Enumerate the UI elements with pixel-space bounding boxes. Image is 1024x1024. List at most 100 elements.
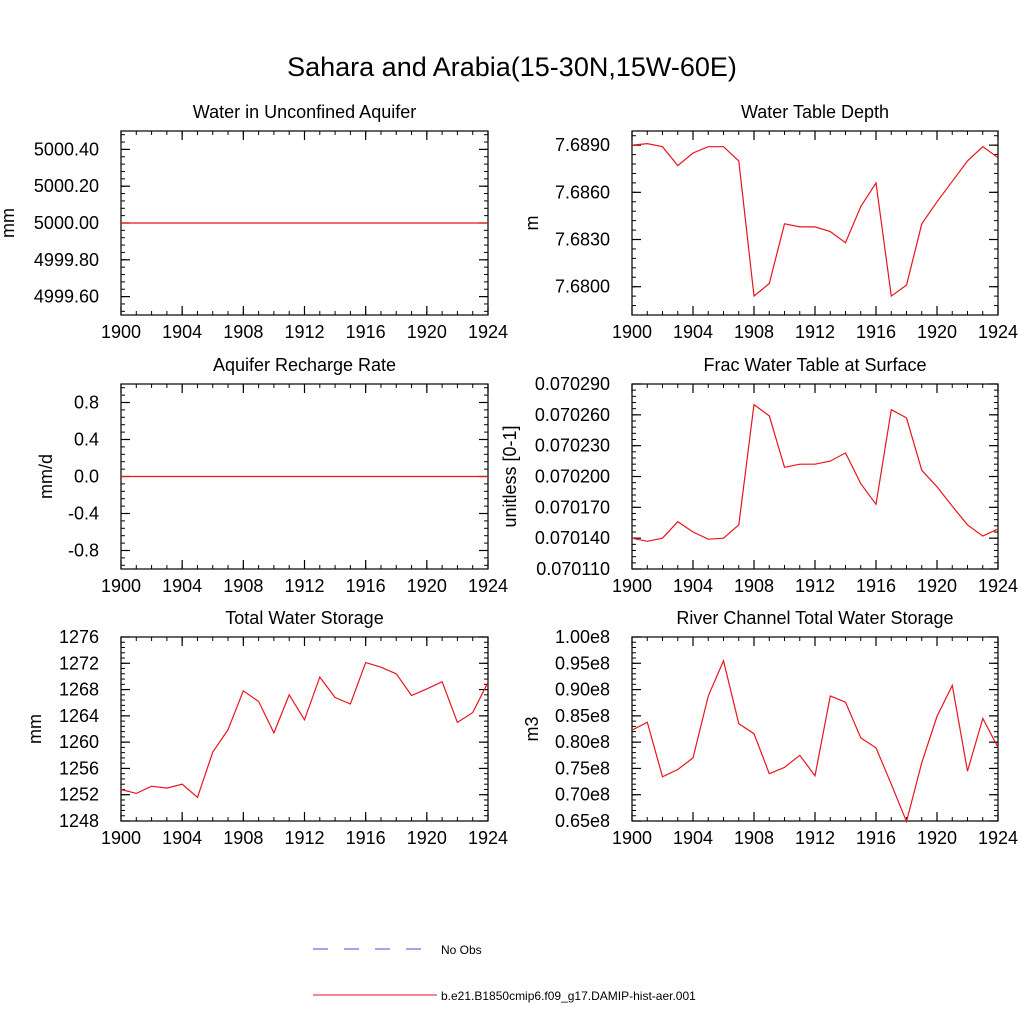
panel6-title: River Channel Total Water Storage bbox=[676, 608, 953, 628]
panel5-series-line bbox=[120, 661, 489, 799]
panel3-x-tick-label: 1924 bbox=[468, 576, 508, 596]
panel2-title: Water Table Depth bbox=[741, 102, 889, 122]
panel6-y-tick-label: 1.00e8 bbox=[555, 627, 610, 647]
panel6-y-tick-label: 0.95e8 bbox=[555, 653, 610, 673]
panel6-x-tick-label: 1916 bbox=[856, 828, 896, 848]
panel5-y-tick-label: 1252 bbox=[59, 785, 99, 805]
panel2-x-tick-label: 1920 bbox=[917, 322, 957, 342]
panel2-y-tick-label: 7.6830 bbox=[555, 230, 610, 250]
panel3-y-tick-label: -0.8 bbox=[68, 541, 99, 561]
panel4-x-tick-label: 1912 bbox=[795, 576, 835, 596]
panel6-x-tick-label: 1904 bbox=[673, 828, 713, 848]
panel2-y-tick-label: 7.6860 bbox=[555, 182, 610, 202]
panel4-x-tick-label: 1924 bbox=[978, 576, 1018, 596]
panel4-y-tick-label: 0.070110 bbox=[536, 559, 610, 579]
panel1-x-tick-label: 1900 bbox=[101, 322, 141, 342]
panel5-y-tick-label: 1264 bbox=[59, 706, 99, 726]
panel4-y-tick-label: 0.070230 bbox=[535, 436, 610, 456]
panel5-y-tick-label: 1272 bbox=[59, 653, 99, 673]
panel5-x-tick-label: 1904 bbox=[162, 828, 202, 848]
panel2-x-tick-label: 1900 bbox=[612, 322, 652, 342]
panel5-y-tick-label: 1276 bbox=[59, 627, 99, 647]
panel3-x-tick-label: 1900 bbox=[101, 576, 141, 596]
panel1-y-tick-label: 4999.80 bbox=[34, 250, 99, 270]
panel2-x-tick-label: 1908 bbox=[734, 322, 774, 342]
panel5-plot-frame bbox=[120, 636, 489, 822]
panel1-x-tick-label: 1920 bbox=[407, 322, 447, 342]
panel1-ylabel: mm bbox=[0, 208, 18, 238]
panel3-y-tick-label: -0.4 bbox=[68, 504, 99, 524]
panel2-x-tick-label: 1904 bbox=[673, 322, 713, 342]
panel4-y-tick-label: 0.070140 bbox=[535, 528, 610, 548]
panel1-title: Water in Unconfined Aquifer bbox=[193, 102, 416, 122]
legend-label-model: b.e21.B1850cmip6.f09_g17.DAMIP-hist-aer.… bbox=[441, 989, 696, 1003]
panel4-y-tick-label: 0.070170 bbox=[535, 497, 610, 517]
panel4-title: Frac Water Table at Surface bbox=[703, 355, 926, 375]
panel3-y-tick-label: 0.4 bbox=[74, 430, 99, 450]
panel6-series-line bbox=[631, 658, 999, 824]
panel5-y-tick-label: 1248 bbox=[59, 811, 99, 831]
panel5-x-tick-label: 1908 bbox=[223, 828, 263, 848]
panel4-x-tick-label: 1900 bbox=[612, 576, 652, 596]
panel3-y-tick-label: 0.0 bbox=[74, 467, 99, 487]
panel6-x-tick-label: 1900 bbox=[612, 828, 652, 848]
panel5-x-tick-label: 1924 bbox=[468, 828, 508, 848]
panel6-x-tick-label: 1920 bbox=[917, 828, 957, 848]
panel3-y-tick-label: 0.8 bbox=[74, 393, 99, 413]
panel5-x-tick-label: 1900 bbox=[101, 828, 141, 848]
panel6-plot-frame bbox=[631, 636, 999, 822]
panel5-y-tick-label: 1256 bbox=[59, 758, 99, 778]
panel4-plot-frame bbox=[631, 383, 999, 570]
panel6-y-tick-label: 0.75e8 bbox=[555, 758, 610, 778]
panel3-x-tick-label: 1912 bbox=[284, 576, 324, 596]
panel4-series-line bbox=[631, 403, 999, 542]
panel1-x-tick-label: 1908 bbox=[223, 322, 263, 342]
figure-title: Sahara and Arabia(15-30N,15W-60E) bbox=[287, 52, 737, 82]
panel3-ylabel: mm/d bbox=[36, 454, 56, 499]
panel5-y-tick-label: 1260 bbox=[59, 732, 99, 752]
panel1-x-tick-label: 1904 bbox=[162, 322, 202, 342]
panel2-ylabel: m bbox=[522, 216, 542, 231]
panel1-y-tick-label: 5000.40 bbox=[34, 139, 99, 159]
panel4-x-tick-label: 1908 bbox=[734, 576, 774, 596]
panel5-title: Total Water Storage bbox=[225, 608, 383, 628]
panel4-x-tick-label: 1904 bbox=[673, 576, 713, 596]
panel3-x-tick-label: 1920 bbox=[407, 576, 447, 596]
panel6-x-tick-label: 1912 bbox=[795, 828, 835, 848]
panel3-x-tick-label: 1904 bbox=[162, 576, 202, 596]
panel1-x-tick-label: 1912 bbox=[284, 322, 324, 342]
panel5-x-tick-label: 1916 bbox=[346, 828, 386, 848]
panel6-y-tick-label: 0.65e8 bbox=[555, 811, 610, 831]
panel5-ylabel: mm bbox=[25, 714, 45, 744]
panel1-x-tick-label: 1924 bbox=[468, 322, 508, 342]
panel5-x-tick-label: 1920 bbox=[407, 828, 447, 848]
panel5-y-tick-label: 1268 bbox=[59, 680, 99, 700]
panel1-x-tick-label: 1916 bbox=[346, 322, 386, 342]
panel6-x-tick-label: 1908 bbox=[734, 828, 774, 848]
panel2-y-tick-label: 7.6800 bbox=[555, 277, 610, 297]
legend-label-no-obs: No Obs bbox=[441, 943, 482, 957]
panel2-series-line bbox=[631, 142, 999, 298]
panel1-y-tick-label: 5000.00 bbox=[34, 213, 99, 233]
panel1-y-tick-label: 5000.20 bbox=[34, 176, 99, 196]
panel4-y-tick-label: 0.070260 bbox=[535, 405, 610, 425]
panel3-x-tick-label: 1908 bbox=[223, 576, 263, 596]
panel6-ylabel: m3 bbox=[522, 716, 542, 741]
panel5-x-tick-label: 1912 bbox=[284, 828, 324, 848]
panel2-x-tick-label: 1924 bbox=[978, 322, 1018, 342]
panel4-ylabel: unitless [0-1] bbox=[500, 425, 520, 527]
panel6-y-tick-label: 0.90e8 bbox=[555, 680, 610, 700]
panel6-y-tick-label: 0.80e8 bbox=[555, 732, 610, 752]
panel4-y-tick-label: 0.070200 bbox=[535, 467, 610, 487]
panel2-x-tick-label: 1916 bbox=[856, 322, 896, 342]
panel1-y-tick-label: 4999.60 bbox=[34, 287, 99, 307]
panel6-x-tick-label: 1924 bbox=[978, 828, 1018, 848]
panel6-y-tick-label: 0.85e8 bbox=[555, 706, 610, 726]
panel4-x-tick-label: 1916 bbox=[856, 576, 896, 596]
panel4-y-tick-label: 0.070290 bbox=[535, 374, 610, 394]
panel2-x-tick-label: 1912 bbox=[795, 322, 835, 342]
panel3-x-tick-label: 1916 bbox=[346, 576, 386, 596]
panel6-y-tick-label: 0.70e8 bbox=[555, 785, 610, 805]
panel3-title: Aquifer Recharge Rate bbox=[213, 355, 396, 375]
panel4-x-tick-label: 1920 bbox=[917, 576, 957, 596]
